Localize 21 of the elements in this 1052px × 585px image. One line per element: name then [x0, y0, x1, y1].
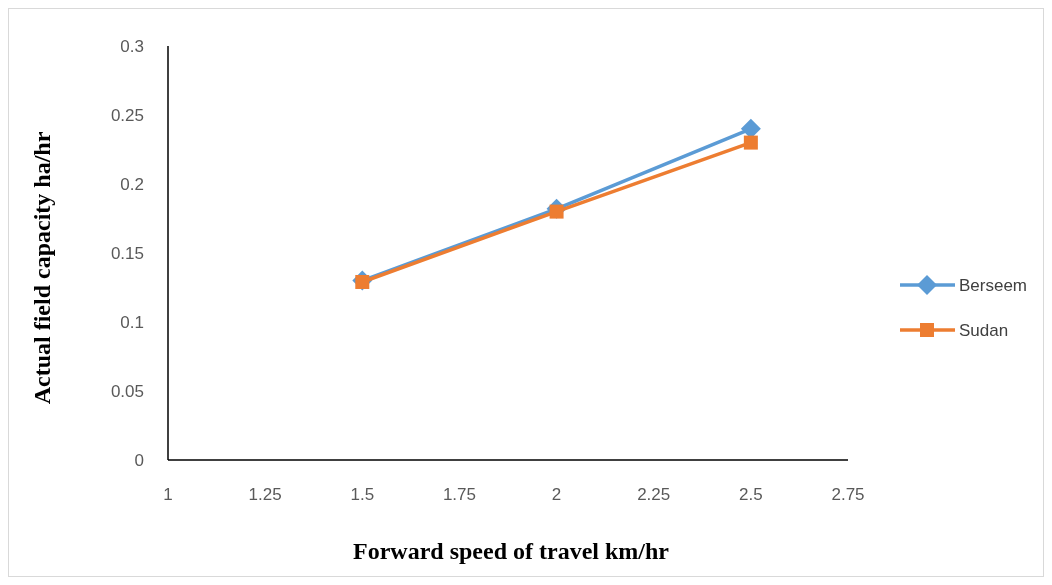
x-tick-label: 2.75 [831, 485, 865, 504]
y-tick-label: 0.25 [110, 105, 144, 125]
x-tick-label: 1.75 [442, 485, 476, 504]
x-tick-label: 1.5 [350, 485, 375, 504]
y-tick-label: 0.2 [120, 174, 144, 194]
y-tick-label: 0.15 [110, 243, 144, 263]
x-tick-label: 2.5 [739, 485, 763, 504]
y-tick-label: 0.1 [120, 312, 144, 332]
x-tick-label: 2.25 [637, 485, 671, 504]
x-axis-title: Forward speed of travel km/hr [353, 538, 670, 564]
y-tick-label: 0.05 [110, 381, 144, 401]
point [740, 118, 761, 139]
x-tick-label: 1.25 [248, 485, 282, 504]
y-tick-label: 0 [134, 450, 144, 470]
x-tick-label: 1 [163, 485, 173, 504]
y-tick-label: 0.3 [120, 36, 144, 56]
legend-label: Sudan [959, 320, 1009, 340]
y-axis-title: Actual field capacity ha/hr [29, 131, 55, 405]
x-tick-label: 2 [551, 485, 562, 504]
point [743, 135, 758, 150]
legend-label: Berseem [959, 275, 1028, 295]
